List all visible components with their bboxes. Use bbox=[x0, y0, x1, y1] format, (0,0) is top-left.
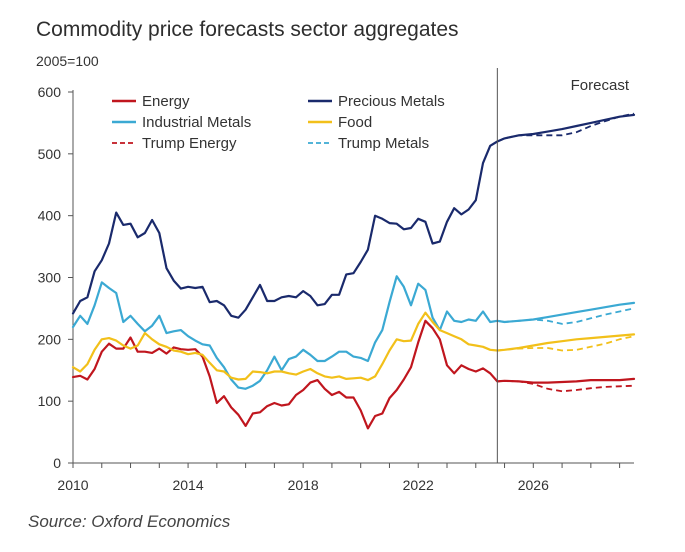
legend-label: Precious Metals bbox=[338, 93, 445, 110]
legend-item: Food bbox=[308, 114, 372, 131]
chart-title: Commodity price forecasts sector aggrega… bbox=[36, 18, 459, 41]
forecast-divider-layer: Forecast bbox=[496, 68, 630, 463]
y-tick-label: 0 bbox=[53, 455, 61, 471]
x-tick-label: 2026 bbox=[518, 477, 549, 493]
legend-item: Precious Metals bbox=[308, 93, 445, 110]
y-tick-label: 100 bbox=[38, 393, 62, 409]
x-tick-label: 2010 bbox=[57, 477, 88, 493]
series-line-industrial-metals bbox=[71, 275, 636, 390]
y-unit-label: 2005=100 bbox=[36, 53, 99, 69]
x-axis: 2010 2014 2018 2022 2026 bbox=[57, 462, 634, 493]
legend-item: Trump Energy bbox=[112, 135, 237, 152]
legend-item: Energy bbox=[112, 93, 190, 110]
x-tick-label: 2022 bbox=[403, 477, 434, 493]
series-layer bbox=[71, 112, 636, 430]
y-tick-label: 200 bbox=[38, 331, 62, 347]
y-tick-label: 600 bbox=[38, 84, 62, 100]
series-line-precious-metals bbox=[71, 113, 636, 319]
legend-label: Trump Energy bbox=[142, 135, 237, 152]
series-line-precious-alt-scenario bbox=[496, 112, 635, 143]
legend-item: Industrial Metals bbox=[112, 114, 251, 131]
legend: Energy Precious Metals Industrial Metals Fo… bbox=[112, 93, 445, 152]
legend-item: Trump Metals bbox=[308, 135, 429, 152]
legend-label: Food bbox=[338, 114, 372, 131]
series-line-trump-metals bbox=[497, 307, 635, 325]
series-line-food bbox=[71, 311, 636, 382]
legend-label: Industrial Metals bbox=[142, 114, 251, 131]
x-tick-label: 2018 bbox=[288, 477, 319, 493]
y-tick-label: 300 bbox=[38, 270, 62, 286]
legend-label: Trump Metals bbox=[338, 135, 429, 152]
series-line-trump-energy bbox=[497, 379, 635, 393]
forecast-label: Forecast bbox=[571, 77, 630, 94]
legend-label: Energy bbox=[142, 93, 190, 110]
y-tick-label: 400 bbox=[38, 208, 62, 224]
series-line-energy bbox=[71, 319, 636, 430]
source-note: Source: Oxford Economics bbox=[28, 512, 231, 531]
y-tick-label: 500 bbox=[38, 146, 62, 162]
series-line-food-alt-scenario bbox=[497, 335, 635, 352]
y-axis: 0 100 200 300 400 500 600 bbox=[38, 84, 74, 471]
x-tick-label: 2014 bbox=[172, 477, 203, 493]
